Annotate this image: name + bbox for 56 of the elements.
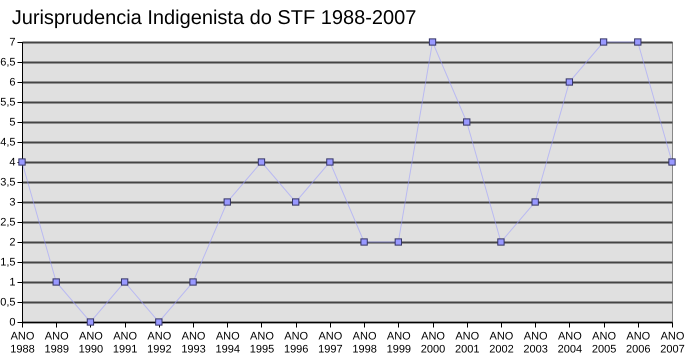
- x-tick-label: ANO 2005: [592, 330, 616, 355]
- y-tick-label: 3: [9, 196, 16, 208]
- point: [120, 278, 128, 286]
- point: [86, 318, 94, 326]
- x-tick-label: ANO 1997: [318, 330, 343, 355]
- y-tick-label: 4,5: [0, 136, 16, 148]
- point: [258, 158, 266, 166]
- point: [497, 238, 505, 246]
- x-tick-label: ANO 2001: [454, 330, 480, 355]
- x-tick-label: ANO 2006: [626, 330, 651, 355]
- x-tick-label: ANO 2007: [660, 330, 685, 355]
- x-tick-label: ANO 1994: [216, 330, 240, 355]
- point: [292, 198, 300, 206]
- y-tick-label: 1: [9, 276, 16, 288]
- y-tick-label: 1,5: [0, 256, 16, 268]
- chart-title: Jurisprudencia Indigenista do STF 1988-2007: [12, 7, 416, 29]
- point: [18, 158, 26, 166]
- point: [155, 318, 163, 326]
- x-tick-label: ANO 1993: [181, 330, 206, 355]
- x-tick-label: ANO 1992: [147, 330, 172, 355]
- point: [600, 38, 608, 46]
- y-tick-label: 5: [9, 116, 16, 128]
- x-tick-label: ANO 2002: [489, 330, 514, 355]
- x-tick-label: ANO 2003: [523, 330, 548, 355]
- x-tick-label: ANO 2004: [558, 330, 582, 355]
- x-tick-label: ANO 1995: [250, 330, 274, 355]
- point: [463, 118, 470, 126]
- x-tick-label: ANO 1999: [386, 330, 412, 355]
- y-tick-label: 0: [9, 316, 16, 328]
- point: [52, 278, 60, 286]
- point: [634, 38, 642, 46]
- y-tick-label: 3,5: [0, 176, 16, 188]
- y-tick-label: 5,5: [0, 96, 16, 108]
- y-tick-label: 7: [9, 36, 16, 48]
- y-tick-label: 2,5: [0, 216, 16, 228]
- point: [326, 158, 334, 166]
- x-tick-label: ANO 2000: [420, 330, 446, 355]
- x-tick-label: ANO 1991: [112, 330, 138, 355]
- y-tick-label: 6,5: [0, 56, 16, 68]
- y-tick-label: 2: [9, 236, 16, 248]
- point: [531, 198, 539, 206]
- point: [668, 158, 676, 166]
- point: [360, 238, 368, 246]
- x-tick-label: ANO 1998: [352, 330, 377, 355]
- point: [566, 78, 574, 86]
- y-tick-label: 4: [9, 156, 16, 168]
- point: [428, 38, 436, 46]
- point: [224, 198, 231, 206]
- y-tick-label: 0,5: [0, 296, 16, 308]
- x-tick-label: ANO 1996: [284, 330, 309, 355]
- x-tick-label: ANO 1990: [78, 330, 104, 355]
- y-tick-label: 6: [9, 76, 16, 88]
- point: [394, 238, 402, 246]
- x-tick-label: ANO 1988: [10, 330, 35, 355]
- x-tick-label: ANO 1989: [44, 330, 70, 355]
- point: [189, 278, 197, 286]
